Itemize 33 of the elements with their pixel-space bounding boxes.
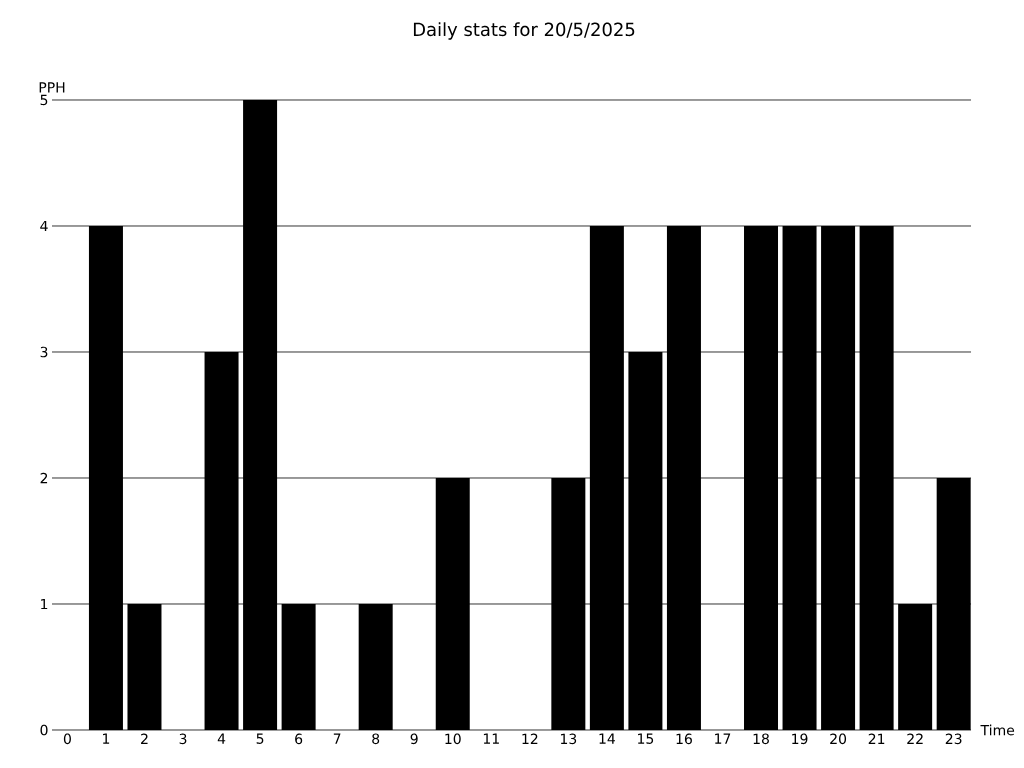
x-tick-label: 21: [868, 733, 885, 744]
x-tick-label: 20: [830, 733, 847, 745]
x-tick-label: 11: [483, 733, 499, 744]
x-tick-label: 13: [560, 733, 577, 745]
x-tick-label: 0: [63, 733, 71, 745]
x-tick-label: 18: [753, 733, 769, 745]
x-tick-label: 14: [599, 733, 615, 744]
x-tick-label: 19: [792, 733, 808, 745]
x-tick-label: 3: [179, 733, 187, 745]
x-tick-label: 16: [676, 733, 692, 745]
x-tick-label: 12: [522, 733, 538, 744]
x-tick-label: 2: [141, 733, 148, 744]
y-tick-label: 0: [40, 724, 48, 736]
x-tick-label: 17: [715, 733, 731, 744]
x-tick-label: 22: [907, 733, 923, 744]
x-tick-label: 7: [333, 733, 341, 744]
y-tick-label: 3: [40, 346, 48, 358]
y-tick-label: 1: [41, 598, 48, 610]
x-axis-title: Time: [980, 724, 1015, 736]
y-axis-title: PPH: [39, 82, 65, 93]
x-tick-label: 9: [410, 733, 418, 745]
x-tick-label: 15: [638, 733, 654, 744]
chart-title: Daily stats for 20/5/2025: [413, 22, 635, 40]
x-tick-label: 4: [217, 733, 226, 744]
y-tick-label: 4: [40, 220, 48, 232]
y-tick-label: 5: [40, 94, 48, 106]
x-tick-label: 23: [945, 733, 962, 745]
y-tick-label: 2: [40, 472, 48, 484]
x-tick-label: 6: [295, 733, 303, 745]
x-tick-label: 8: [372, 733, 380, 745]
x-tick-label: 5: [256, 733, 264, 744]
x-tick-label: 1: [103, 733, 110, 744]
x-tick-label: 10: [445, 733, 461, 745]
